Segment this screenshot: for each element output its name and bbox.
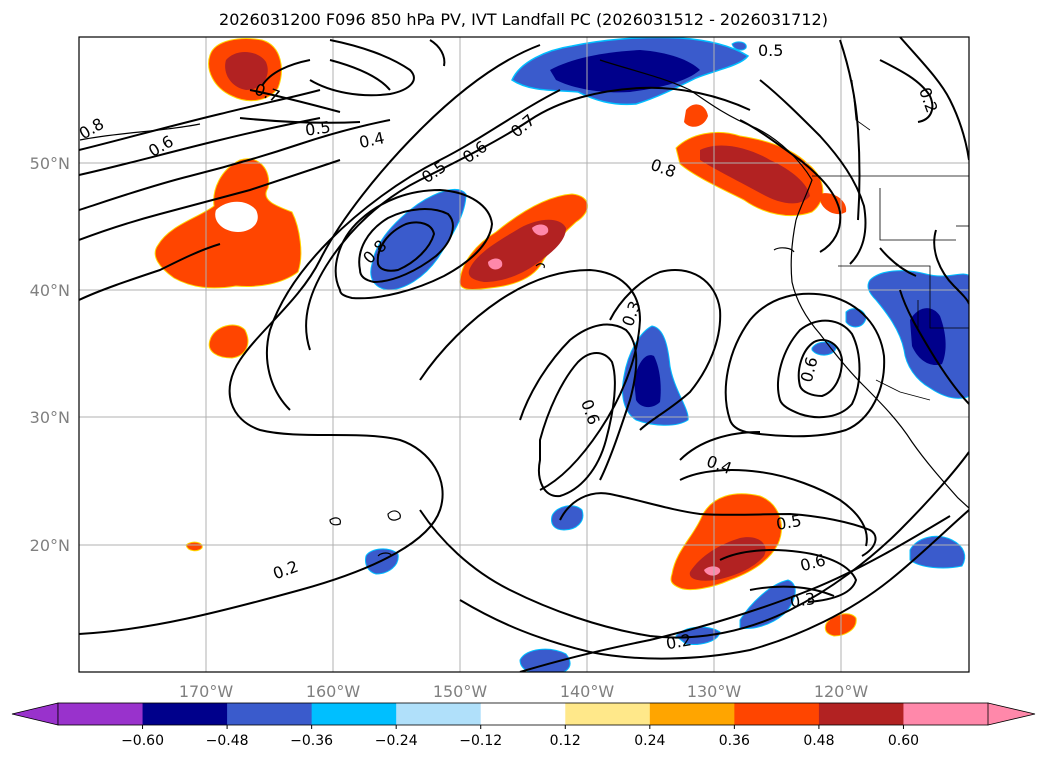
- colorbar-segment: [818, 703, 904, 725]
- plot-title: 2026031200 F096 850 hPa PV, IVT Landfall…: [219, 10, 828, 29]
- lon-tick-170w: 170°W: [179, 682, 234, 701]
- colorbar-segment: [903, 703, 989, 725]
- contour-label-0.2-south: 0.2: [664, 630, 692, 653]
- lon-tick-130w: 130°W: [687, 682, 742, 701]
- lat-tick-50n: 50°N: [30, 154, 70, 173]
- contour-label-0.4-north: 0.4: [357, 128, 386, 152]
- colorbar-segment: [227, 703, 313, 725]
- negative-anomaly-shading: [365, 37, 969, 672]
- lat-tick-40n: 40°N: [30, 281, 70, 300]
- colorbar-tick-label: −0.24: [375, 733, 418, 749]
- colorbar: −0.60 −0.48 −0.36 −0.24 −0.12 0.12 0.24 0.36 0.4…: [11, 702, 1036, 749]
- colorbar-tick-label: 0.60: [888, 733, 919, 749]
- contour-label-0.5-north: 0.5: [304, 117, 332, 139]
- colorbar-tick-label: 0.48: [803, 733, 834, 749]
- contour-label-0.3-south: 0.3: [789, 589, 817, 611]
- colorbar-segment: [58, 703, 144, 725]
- lon-tick-120w: 120°W: [814, 682, 869, 701]
- contour-lines: [79, 37, 969, 672]
- colorbar-segment: [734, 703, 820, 725]
- colorbar-segment: [396, 703, 482, 725]
- colorbar-segment: [565, 703, 651, 725]
- colorbar-tick-label: −0.36: [290, 733, 333, 749]
- lat-tick-20n: 20°N: [30, 536, 70, 555]
- lon-tick-160w: 160°W: [306, 682, 361, 701]
- contour-label-0.5-south: 0.5: [775, 511, 803, 534]
- colorbar-segment: [649, 703, 735, 725]
- colorbar-extend-high: [987, 702, 1036, 726]
- colorbar-tick-label: 0.24: [634, 733, 665, 749]
- colorbar-tick-label: 0.36: [719, 733, 750, 749]
- colorbar-extend-low: [11, 702, 59, 726]
- colorbar-tick-label: −0.12: [459, 733, 502, 749]
- colorbar-tick-label: 0.12: [550, 733, 581, 749]
- lon-tick-150w: 150°W: [433, 682, 488, 701]
- lon-tick-140w: 140°W: [560, 682, 615, 701]
- colorbar-tick-label: −0.48: [206, 733, 249, 749]
- colorbar-segment: [311, 703, 397, 725]
- map-frame: [78, 36, 970, 673]
- colorbar-tick-label: −0.60: [121, 733, 164, 749]
- colorbar-segment: [480, 703, 566, 725]
- graticule: [79, 37, 969, 672]
- colorbar-segment: [142, 703, 228, 725]
- longitude-ticks: 170°W 160°W 150°W 140°W 130°W 120°W: [179, 682, 869, 701]
- colorbar-outline: [57, 702, 989, 726]
- contour-label-0.5-top: 0.5: [758, 41, 783, 60]
- latitude-ticks: 50°N 40°N 30°N 20°N: [30, 154, 70, 555]
- political-borders: [812, 79, 969, 401]
- lat-tick-30n: 30°N: [30, 408, 70, 427]
